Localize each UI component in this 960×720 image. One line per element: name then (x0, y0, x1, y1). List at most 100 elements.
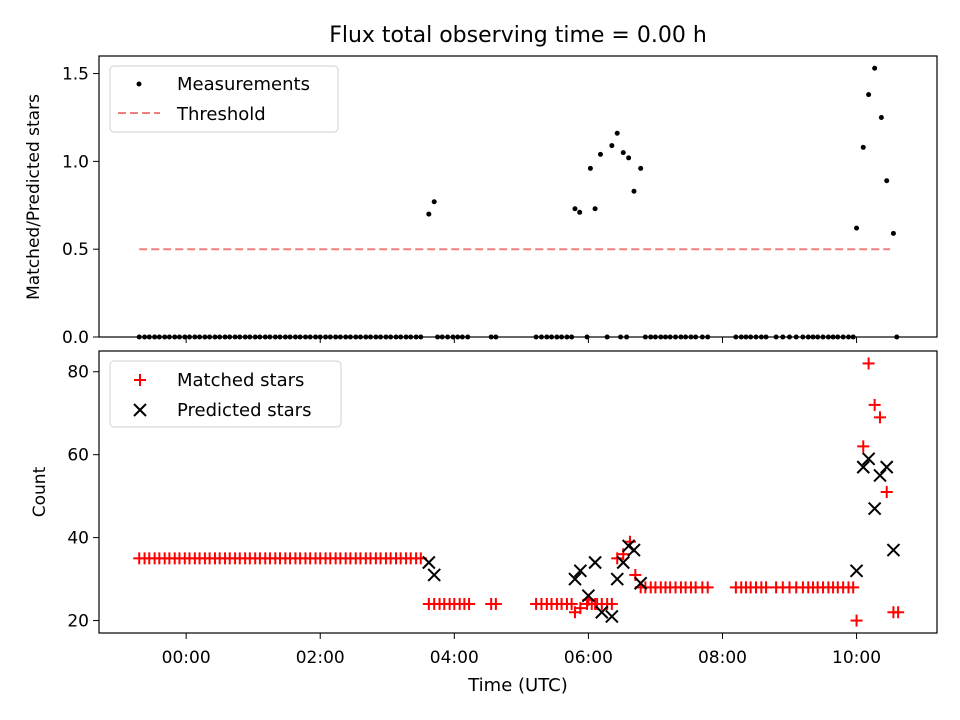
matched-star-point (489, 597, 502, 610)
matched-star-point (574, 602, 587, 615)
measurement-point (805, 334, 811, 340)
measurement-point (830, 334, 836, 340)
matched-star-point (611, 552, 624, 565)
predicted-star-point (873, 468, 887, 483)
measurement-point (549, 334, 555, 340)
measurement-point (705, 334, 711, 340)
measurement-point (247, 334, 253, 340)
measurement-point (222, 334, 228, 340)
measurement-points (136, 65, 900, 340)
count-legend: Matched stars Predicted stars (109, 360, 342, 428)
matched-star-point (850, 614, 863, 627)
count-x-tick-label: 08:00 (698, 648, 747, 668)
measurement-point (559, 334, 565, 340)
predicted-star-point (886, 543, 901, 557)
measurement-point (347, 334, 353, 340)
measurement-point (176, 334, 182, 340)
measurement-point (337, 334, 343, 340)
measurement-point (577, 209, 583, 215)
measurement-point (793, 334, 799, 340)
predicted-star-point-b (595, 605, 609, 619)
measurement-point (252, 334, 258, 340)
measurement-point (272, 334, 278, 340)
matched-star-point (880, 486, 893, 498)
measurement-point (609, 143, 615, 149)
matched-star-point (760, 581, 773, 594)
matched-star-point (892, 606, 905, 619)
predicted-star-point (849, 564, 864, 578)
measurement-point (242, 334, 248, 340)
measurement-point (142, 334, 148, 340)
ratio-legend: Measurements Threshold (109, 65, 339, 133)
ratio-panel: 0.0 0.5 1.0 1.5 Matched/Predicted stars Mea… (24, 55, 938, 348)
matched-legend-marker (134, 374, 146, 386)
measurement-point (368, 334, 374, 340)
measurement-point (683, 334, 689, 340)
measurement-point (217, 334, 223, 340)
measurement-point (327, 334, 333, 340)
count-x-tick-label: 06:00 (564, 648, 613, 668)
measurement-point (162, 334, 168, 340)
measurement-point (866, 92, 872, 98)
predicted-star-point-b (616, 555, 630, 570)
measurement-point (313, 334, 319, 340)
measurement-point (815, 334, 821, 340)
predicted-star-point-b (873, 468, 887, 483)
measurement-point (398, 334, 404, 340)
matched-star-point (589, 597, 602, 610)
measurement-point (592, 206, 598, 212)
measurement-point (388, 334, 394, 340)
count-x-tick-label: 02:00 (296, 648, 345, 668)
predicted-star-point-b (422, 555, 436, 570)
predicted-star-point (422, 555, 436, 570)
measurement-point (820, 334, 826, 340)
predicted-star-point (588, 555, 602, 570)
legend-measurements-label: Measurements (177, 74, 310, 95)
measurement-point (884, 178, 890, 184)
predicted-star-point (880, 460, 894, 474)
predicted-star-point (627, 543, 641, 557)
measurement-point (237, 334, 243, 340)
measurement-point (413, 334, 419, 340)
measurement-point (363, 334, 369, 340)
predicted-legend-marker (133, 403, 147, 417)
measurement-point (787, 334, 793, 340)
measurement-point (207, 334, 213, 340)
predicted-star-point (427, 568, 441, 582)
legend-predicted-label: Predicted stars (177, 400, 311, 421)
measurement-point (136, 334, 142, 340)
predicted-star-point-b (886, 543, 901, 557)
measurement-point (587, 165, 593, 171)
measurement-point (614, 130, 620, 136)
measurement-point (544, 334, 550, 340)
measurement-point (678, 334, 684, 340)
measurement-point (753, 334, 759, 340)
count-axes: 20 40 60 80 00:00 02:00 04:00 06:00 08:00 10:00 (67, 363, 881, 668)
measurement-point (408, 334, 414, 340)
measurement-point (758, 334, 764, 340)
measurement-point (667, 334, 673, 340)
measurement-point (202, 334, 208, 340)
matched-star-point (701, 581, 714, 594)
matched-star-point (847, 581, 860, 594)
measurement-point (620, 150, 626, 156)
measurement-point (192, 334, 198, 340)
measurement-point (426, 211, 432, 217)
measurement-point (439, 334, 445, 340)
measurement-point (743, 334, 749, 340)
count-x-tick-label: 00:00 (162, 648, 211, 668)
ratio-axes: 0.0 0.5 1.0 1.5 (62, 65, 858, 348)
measurement-point (810, 334, 816, 340)
measurement-point (564, 334, 570, 340)
predicted-star-point-b (427, 568, 441, 582)
measurement-point (554, 334, 560, 340)
matched-star-point (463, 597, 476, 610)
measurement-point (287, 334, 293, 340)
measurement-point (227, 334, 233, 340)
count-y-tick-label: 80 (67, 363, 89, 383)
predicted-star-point (568, 572, 582, 586)
measurement-point (631, 188, 637, 194)
predicted-star-point-b (856, 460, 870, 474)
measurement-point (738, 334, 744, 340)
measurement-point (435, 334, 441, 340)
